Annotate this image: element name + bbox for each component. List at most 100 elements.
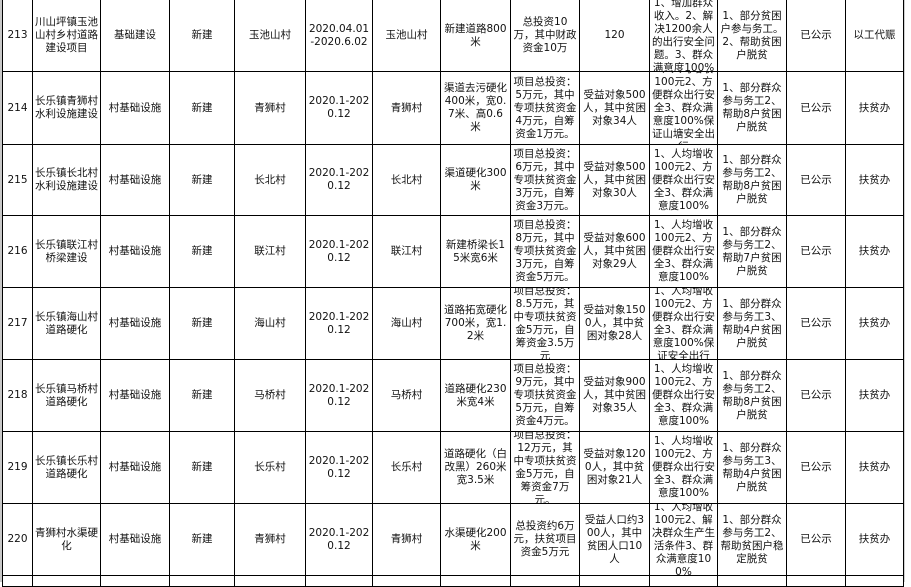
cell-status[interactable]: 已公示 xyxy=(786,359,846,432)
cell-outcome[interactable]: 1、人均增收100元2、方便群众出行安全3、群众满意度100%保证山塘安全出行 xyxy=(649,71,718,145)
cell-beneficiaries[interactable]: 受益对象1500人，其中贫困对象28人 xyxy=(579,287,650,360)
cell-period[interactable]: 2020.1-2020.12 xyxy=(305,71,373,145)
cell-mechanism[interactable]: 1、部分群众参与务工2、帮助8户贫困户脱贫 xyxy=(717,71,787,145)
cell-period[interactable]: 2020.1-2020.12 xyxy=(305,215,373,288)
cell-content[interactable]: 渠道去污硬化400米，宽0.7米、高0.6米 xyxy=(440,71,511,145)
cell-dept[interactable]: 扶贫办 xyxy=(845,359,904,432)
empty-cell[interactable] xyxy=(169,575,235,587)
cell-status[interactable]: 已公示 xyxy=(786,144,846,216)
cell-village[interactable]: 联江村 xyxy=(234,215,306,288)
empty-cell[interactable] xyxy=(305,575,373,587)
cell-name[interactable]: 长乐镇长乐村道路硬化 xyxy=(32,431,101,504)
empty-cell[interactable] xyxy=(372,575,441,587)
empty-cell[interactable] xyxy=(440,575,511,587)
cell-beneficiaries[interactable]: 受益对象600人，其中贫困对象29人 xyxy=(579,215,650,288)
cell-investment[interactable]: 项目总投资：5万元，其中专项扶贫资金4万元，自筹资金1万元。 xyxy=(510,71,580,145)
cell-status[interactable]: 已公示 xyxy=(786,71,846,145)
cell-name[interactable]: 长乐镇海山村道路硬化 xyxy=(32,287,101,360)
cell-type[interactable]: 村基础设施 xyxy=(100,144,170,216)
cell-investment[interactable]: 总投资10万，其中财政资金10万 xyxy=(510,0,580,72)
empty-cell[interactable] xyxy=(32,575,101,587)
cell-mechanism[interactable]: 1、部分群众参与务工2、帮助贫困户稳定脱贫 xyxy=(717,503,787,576)
cell-name[interactable]: 长乐镇长北村水利设施建设 xyxy=(32,144,101,216)
cell-beneficiaries[interactable]: 受益人口约300人，其中贫困人口10人 xyxy=(579,503,650,576)
cell-mechanism[interactable]: 1、部分群众参与务工2、帮助8户贫困户脱贫 xyxy=(717,144,787,216)
cell-status[interactable]: 已公示 xyxy=(786,287,846,360)
cell-site[interactable]: 长乐村 xyxy=(372,431,441,504)
cell-type[interactable]: 村基础设施 xyxy=(100,503,170,576)
cell-beneficiaries[interactable]: 受益对象500人，其中贫困对象30人 xyxy=(579,144,650,216)
cell-status[interactable]: 已公示 xyxy=(786,431,846,504)
cell-content[interactable]: 新建桥梁长15米宽6米 xyxy=(440,215,511,288)
cell-outcome[interactable]: 1、人均增收100元2、解决群众生产生活条件3、群众满意度100% xyxy=(649,503,718,576)
cell-type[interactable]: 村基础设施 xyxy=(100,359,170,432)
cell-dept[interactable]: 扶贫办 xyxy=(845,431,904,504)
cell-dept[interactable]: 扶贫办 xyxy=(845,287,904,360)
cell-type[interactable]: 村基础设施 xyxy=(100,287,170,360)
cell-site[interactable]: 马桥村 xyxy=(372,359,441,432)
cell-dept[interactable]: 扶贫办 xyxy=(845,144,904,216)
cell-investment[interactable]: 项目总投资：9万元，其中专项扶贫资金5万元，自筹资金4万元。 xyxy=(510,359,580,432)
empty-cell[interactable] xyxy=(786,575,846,587)
empty-cell[interactable] xyxy=(579,575,650,587)
cell-outcome[interactable]: 1、人均增收100元2、方便群众出行安全3、群众满意度100% xyxy=(649,431,718,504)
cell-type[interactable]: 村基础设施 xyxy=(100,71,170,145)
cell-investment[interactable]: 总投资约6万元，扶贫项目资金5万元 xyxy=(510,503,580,576)
cell-beneficiaries[interactable]: 受益对象1200人，其中贫困对象21人 xyxy=(579,431,650,504)
cell-mode[interactable]: 新建 xyxy=(169,431,235,504)
cell-status[interactable]: 已公示 xyxy=(786,215,846,288)
cell-mode[interactable]: 新建 xyxy=(169,0,235,72)
cell-no[interactable]: 213 xyxy=(2,0,33,72)
cell-mechanism[interactable]: 1、部分群众参与务工3、帮助4户贫困户脱贫 xyxy=(717,431,787,504)
cell-status[interactable]: 已公示 xyxy=(786,503,846,576)
empty-cell[interactable] xyxy=(100,575,170,587)
cell-no[interactable]: 217 xyxy=(2,287,33,360)
cell-mechanism[interactable]: 1、部分群众参与务工2、帮助8户贫困户脱贫 xyxy=(717,359,787,432)
cell-mode[interactable]: 新建 xyxy=(169,287,235,360)
cell-content[interactable]: 新建道路800米 xyxy=(440,0,511,72)
empty-cell[interactable] xyxy=(845,575,904,587)
cell-no[interactable]: 218 xyxy=(2,359,33,432)
cell-outcome[interactable]: 1、人均增收100元2、方便群众出行安全3、群众满意度100% xyxy=(649,215,718,288)
empty-cell[interactable] xyxy=(234,575,306,587)
cell-no[interactable]: 214 xyxy=(2,71,33,145)
empty-cell[interactable] xyxy=(510,575,580,587)
cell-content[interactable]: 道路硬化（白改黑）260米宽3.5米 xyxy=(440,431,511,504)
cell-mode[interactable]: 新建 xyxy=(169,503,235,576)
cell-beneficiaries[interactable]: 受益对象500人，其中贫困对象34人 xyxy=(579,71,650,145)
cell-content[interactable]: 道路拓宽硬化700米，宽1.2米 xyxy=(440,287,511,360)
cell-period[interactable]: 2020.1-2020.12 xyxy=(305,144,373,216)
cell-no[interactable]: 215 xyxy=(2,144,33,216)
cell-content[interactable]: 水渠硬化200米 xyxy=(440,503,511,576)
cell-investment[interactable]: 项目总投资：8.5万元，其中专项扶贫资金5万元，自筹资金3.5万元 xyxy=(510,287,580,360)
cell-mechanism[interactable]: 1、部分群众参与务工2、帮助7户贫困户脱贫 xyxy=(717,215,787,288)
cell-period[interactable]: 2020.1-2020.12 xyxy=(305,503,373,576)
cell-type[interactable]: 村基础设施 xyxy=(100,431,170,504)
cell-mode[interactable]: 新建 xyxy=(169,359,235,432)
cell-village[interactable]: 马桥村 xyxy=(234,359,306,432)
cell-mechanism[interactable]: 1、部分贫困户参与务工。2、帮助贫困户脱贫 xyxy=(717,0,787,72)
empty-cell[interactable] xyxy=(717,575,787,587)
cell-outcome[interactable]: 1、人均增收100元2、方便群众出行安全3、群众满意度100% xyxy=(649,144,718,216)
cell-village[interactable]: 长乐村 xyxy=(234,431,306,504)
cell-name[interactable]: 青狮村水渠硬化 xyxy=(32,503,101,576)
cell-name[interactable]: 长乐镇联江村桥梁建设 xyxy=(32,215,101,288)
cell-type[interactable]: 村基础设施 xyxy=(100,215,170,288)
cell-outcome[interactable]: 1、增加群众收入。2、解决1200余人的出行安全问题。3、群众满意度100% xyxy=(649,0,718,72)
cell-name[interactable]: 长乐镇青狮村水利设施建设 xyxy=(32,71,101,145)
cell-village[interactable]: 青狮村 xyxy=(234,503,306,576)
cell-dept[interactable]: 扶贫办 xyxy=(845,215,904,288)
cell-village[interactable]: 海山村 xyxy=(234,287,306,360)
cell-investment[interactable]: 项目总投资：12万元，其中专项扶贫资金5万元，自筹资金7万元。 xyxy=(510,431,580,504)
cell-investment[interactable]: 项目总投资：8万元，其中专项扶贫资金3万元，自筹资金5万元。 xyxy=(510,215,580,288)
cell-content[interactable]: 道路硬化230米宽4米 xyxy=(440,359,511,432)
cell-status[interactable]: 已公示 xyxy=(786,0,846,72)
cell-name[interactable]: 长乐镇马桥村道路硬化 xyxy=(32,359,101,432)
cell-period[interactable]: 2020.04.01-2020.6.02 xyxy=(305,0,373,72)
cell-village[interactable]: 玉池山村 xyxy=(234,0,306,72)
cell-investment[interactable]: 项目总投资：6万元，其中专项扶贫资金3万元，自筹资金3万元。 xyxy=(510,144,580,216)
cell-site[interactable]: 海山村 xyxy=(372,287,441,360)
cell-type[interactable]: 基础建设 xyxy=(100,0,170,72)
cell-dept[interactable]: 扶贫办 xyxy=(845,71,904,145)
cell-period[interactable]: 2020.1-2020.12 xyxy=(305,287,373,360)
